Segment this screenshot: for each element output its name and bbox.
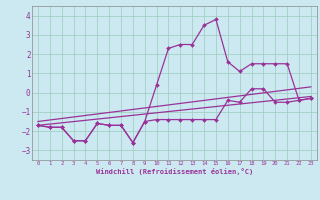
X-axis label: Windchill (Refroidissement éolien,°C): Windchill (Refroidissement éolien,°C) bbox=[96, 168, 253, 175]
